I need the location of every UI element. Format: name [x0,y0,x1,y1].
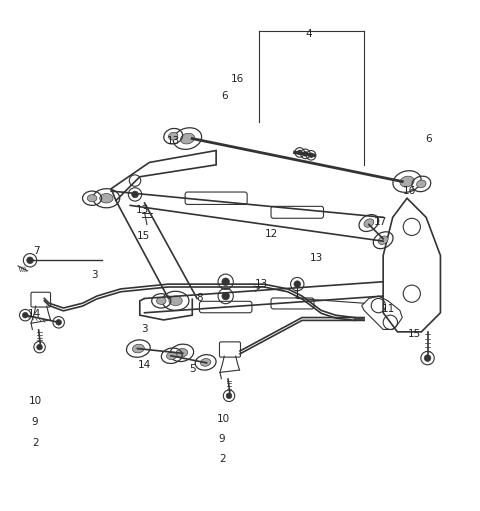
Ellipse shape [201,359,211,366]
Circle shape [27,257,34,264]
Ellipse shape [364,219,374,227]
Ellipse shape [176,349,188,357]
Text: 12: 12 [264,229,277,239]
Ellipse shape [87,195,97,202]
Circle shape [132,191,138,198]
Circle shape [309,153,313,158]
Text: 10: 10 [217,414,230,424]
Text: 3: 3 [141,323,148,334]
Circle shape [297,150,302,155]
Text: 5: 5 [189,364,195,374]
Text: 6: 6 [425,133,432,144]
Text: 2: 2 [33,437,39,448]
Ellipse shape [417,180,426,188]
Text: 14: 14 [138,360,151,370]
Text: 8: 8 [196,293,203,304]
Text: 14: 14 [28,309,41,319]
Text: 13: 13 [167,136,180,146]
Text: 16: 16 [231,74,244,84]
Circle shape [226,393,232,399]
Circle shape [222,278,229,286]
Text: 13: 13 [255,279,268,289]
Ellipse shape [169,296,182,306]
Text: 4: 4 [306,29,312,39]
Text: 16: 16 [403,186,416,196]
Ellipse shape [400,176,414,187]
Ellipse shape [132,344,144,353]
Text: 17: 17 [374,217,387,227]
Text: 9: 9 [32,416,38,427]
Ellipse shape [100,194,113,203]
Circle shape [222,292,229,300]
Text: 15: 15 [408,329,421,339]
Circle shape [294,281,300,288]
Ellipse shape [167,352,177,360]
Text: 2: 2 [219,454,226,464]
Circle shape [23,312,28,318]
Ellipse shape [378,236,388,244]
Circle shape [303,151,308,156]
Text: 6: 6 [221,90,228,101]
Ellipse shape [156,297,166,305]
Text: 10: 10 [29,396,42,406]
Circle shape [36,344,42,350]
Text: 13: 13 [135,205,149,215]
Circle shape [424,355,431,361]
Text: 15: 15 [136,231,150,241]
Text: 7: 7 [33,246,39,256]
Text: 11: 11 [382,305,396,314]
Text: 3: 3 [91,270,98,280]
Text: 1: 1 [293,290,300,299]
Ellipse shape [180,133,194,144]
Circle shape [56,319,61,325]
Text: 13: 13 [310,253,323,263]
Text: 9: 9 [218,434,225,444]
Ellipse shape [168,132,178,140]
